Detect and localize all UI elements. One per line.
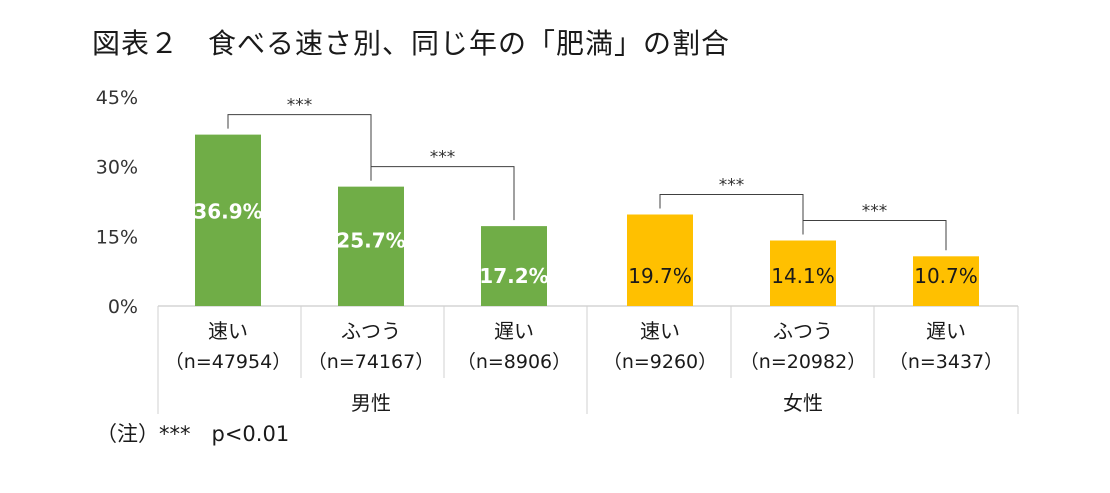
footnote: （注）*** p<0.01 — [96, 422, 290, 446]
chart-title: 図表２ 食べる速さ別、同じ年の「肥満」の割合 — [92, 27, 731, 60]
x-tick-label: 遅い — [926, 319, 966, 343]
significance-label: *** — [287, 96, 313, 116]
x-tick-label: 遅い — [494, 319, 534, 343]
y-tick-label: 45% — [96, 87, 138, 109]
significance-label: *** — [719, 176, 745, 196]
sample-size-label: （n=9260） — [603, 351, 717, 373]
bar — [913, 256, 979, 306]
y-tick-label: 0% — [108, 296, 138, 318]
bar — [627, 214, 693, 306]
x-tick-label: ふつう — [341, 319, 401, 343]
bar — [195, 134, 261, 306]
sample-size-label: （n=3437） — [889, 351, 1003, 373]
group-label: 女性 — [783, 391, 823, 415]
data-label: 36.9% — [193, 200, 262, 224]
significance-label: *** — [430, 148, 456, 168]
significance-bracket — [227, 114, 372, 181]
bar — [770, 240, 836, 306]
group-label: 男性 — [351, 391, 391, 415]
y-tick-label: 30% — [96, 157, 138, 179]
sample-size-label: （n=47954） — [165, 351, 291, 373]
bar — [481, 226, 547, 306]
y-tick-label: 15% — [96, 226, 138, 248]
x-tick-label: 速い — [208, 319, 248, 343]
significance-label: *** — [862, 202, 888, 222]
x-tick-label: 速い — [640, 319, 680, 343]
data-label: 17.2% — [479, 264, 548, 288]
data-label: 19.7% — [628, 264, 692, 288]
significance-bracket — [802, 220, 947, 251]
significance-bracket — [659, 194, 804, 235]
x-tick-label: ふつう — [773, 319, 833, 343]
data-label: 10.7% — [914, 264, 978, 288]
significance-bracket — [370, 166, 515, 221]
data-label: 25.7% — [336, 228, 405, 252]
sample-size-label: （n=74167） — [308, 351, 434, 373]
sample-size-label: （n=20982） — [740, 351, 866, 373]
sample-size-label: （n=8906） — [457, 351, 571, 373]
bar — [338, 186, 404, 306]
data-label: 14.1% — [771, 264, 835, 288]
